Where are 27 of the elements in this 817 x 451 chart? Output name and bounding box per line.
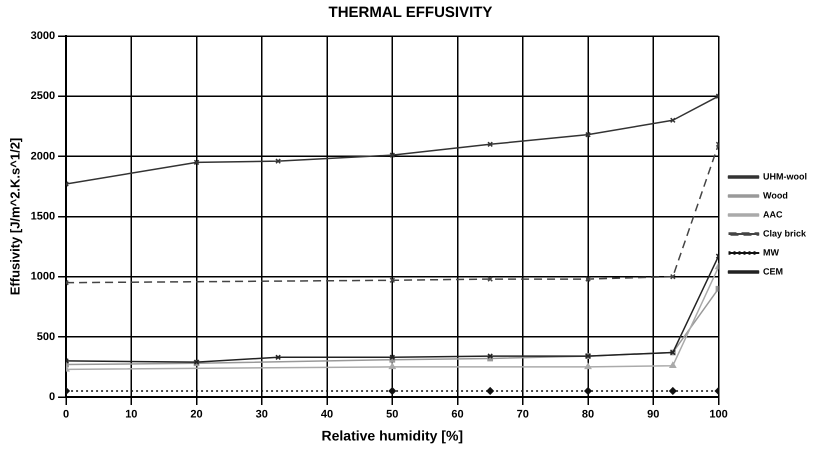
x-tick-label: 80 — [582, 408, 594, 421]
x-tick-label: 60 — [451, 408, 464, 421]
legend-label: Wood — [763, 190, 788, 200]
legend-label: AAC — [763, 209, 784, 220]
legend-label: UHM-wool — [763, 171, 808, 182]
y-tick-label: 2500 — [30, 90, 56, 102]
x-tick-label: 20 — [190, 408, 203, 421]
legend-label: Clay brick — [763, 228, 808, 238]
y-tick-label: 1000 — [30, 270, 56, 283]
x-tick-label: 40 — [320, 408, 334, 421]
x-tick-label: 50 — [386, 408, 398, 421]
x-tick-label: 0 — [63, 408, 70, 421]
legend-label: CEM — [763, 266, 784, 276]
x-tick-label: 70 — [516, 408, 529, 421]
y-tick-label: 3000 — [30, 30, 56, 42]
x-tick-label: 100 — [709, 408, 728, 421]
x-axis-title: Relative humidity [%] — [321, 427, 464, 444]
y-tick-label: 1500 — [30, 210, 56, 223]
y-tick-label: 2000 — [30, 150, 56, 162]
legend-label: MW — [763, 247, 780, 258]
chart-title: THERMAL EFFUSIVITY — [328, 4, 492, 22]
y-tick-label: 0 — [48, 391, 56, 404]
x-tick-label: 30 — [256, 408, 268, 421]
y-axis-title: Effusivity [J/m^2.K.s^1/2] — [7, 138, 22, 296]
y-tick-label: 500 — [36, 330, 56, 343]
x-tick-label: 90 — [647, 408, 660, 421]
x-tick-label: 10 — [125, 408, 138, 421]
